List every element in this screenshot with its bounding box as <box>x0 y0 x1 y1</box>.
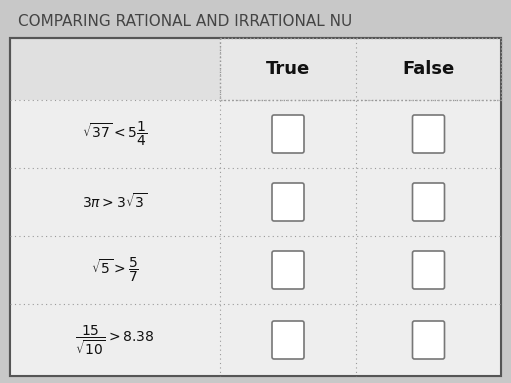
FancyBboxPatch shape <box>272 115 304 153</box>
Bar <box>220 168 356 236</box>
FancyBboxPatch shape <box>412 183 445 221</box>
Bar <box>220 304 356 376</box>
Text: $\sqrt{5} > \dfrac{5}{7}$: $\sqrt{5} > \dfrac{5}{7}$ <box>91 256 139 284</box>
Bar <box>10 100 220 168</box>
FancyBboxPatch shape <box>412 321 445 359</box>
Text: True: True <box>266 60 310 78</box>
FancyBboxPatch shape <box>412 251 445 289</box>
Text: False: False <box>402 60 455 78</box>
Bar <box>220 100 356 168</box>
Text: $3\pi > 3\sqrt{3}$: $3\pi > 3\sqrt{3}$ <box>82 193 148 211</box>
Bar <box>356 100 501 168</box>
Bar <box>220 38 501 100</box>
Bar <box>10 304 220 376</box>
Bar <box>10 168 220 236</box>
Text: $\sqrt{37} < 5\dfrac{1}{4}$: $\sqrt{37} < 5\dfrac{1}{4}$ <box>82 120 148 148</box>
Bar <box>10 236 220 304</box>
Bar <box>10 38 501 376</box>
Bar <box>220 236 356 304</box>
FancyBboxPatch shape <box>272 321 304 359</box>
FancyBboxPatch shape <box>412 115 445 153</box>
Text: COMPARING RATIONAL AND IRRATIONAL NU: COMPARING RATIONAL AND IRRATIONAL NU <box>18 15 352 29</box>
Bar <box>356 168 501 236</box>
Bar <box>356 38 501 100</box>
Bar <box>10 38 501 376</box>
Text: $\dfrac{15}{\sqrt{10}} > 8.38$: $\dfrac{15}{\sqrt{10}} > 8.38$ <box>75 323 155 357</box>
Bar <box>356 304 501 376</box>
FancyBboxPatch shape <box>272 183 304 221</box>
Bar <box>356 236 501 304</box>
Bar <box>220 38 356 100</box>
FancyBboxPatch shape <box>272 251 304 289</box>
